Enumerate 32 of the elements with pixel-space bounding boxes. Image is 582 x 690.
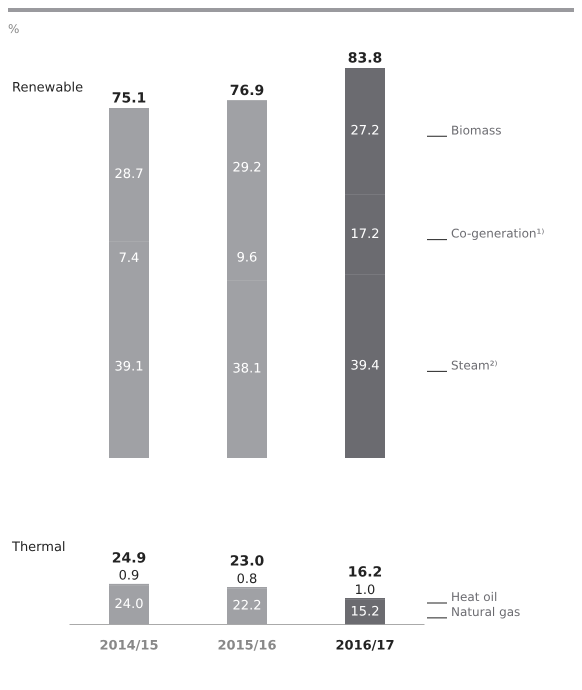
data-label: 0.8 — [236, 572, 258, 587]
total-label: 23.0 — [230, 554, 265, 570]
data-label: 29.2 — [232, 160, 262, 176]
data-label: 9.6 — [236, 250, 258, 266]
text: Steam²⁾ — [451, 358, 498, 372]
total-label: 16.2 — [348, 564, 382, 581]
text: Renewable — [12, 80, 84, 96]
data-label: 28.7 — [114, 167, 144, 182]
data-label: 15.2 — [350, 604, 380, 620]
total-label: 75.1 — [112, 90, 146, 107]
data-label: 38.1 — [232, 362, 262, 377]
text: Biomass — [451, 123, 502, 138]
y-axis-title: % — [8, 22, 20, 36]
data-label: 17.2 — [350, 226, 380, 242]
data-label: 39.1 — [114, 359, 144, 374]
text: Natural gas — [451, 604, 520, 619]
data-label: 22.2 — [232, 598, 262, 614]
x-tick-label: 2016/17 — [335, 638, 395, 654]
text: Co-generation¹⁾ — [451, 226, 544, 241]
data-label: 24.0 — [114, 597, 144, 612]
data-label: 7.4 — [118, 251, 140, 266]
x-tick-label: 2014/15 — [99, 638, 159, 654]
data-label: 27.2 — [350, 124, 380, 139]
text: Heat oil — [451, 590, 498, 604]
x-tick-label: 2015/16 — [217, 638, 277, 654]
data-label: 39.4 — [350, 358, 380, 374]
total-label: 83.8 — [348, 50, 382, 67]
total-label: 24.9 — [112, 550, 146, 567]
total-label: 76.9 — [230, 82, 264, 99]
chart-title: Thermal — [11, 540, 66, 556]
data-label: 1.0 — [354, 582, 376, 598]
data-label: 0.9 — [118, 568, 140, 584]
